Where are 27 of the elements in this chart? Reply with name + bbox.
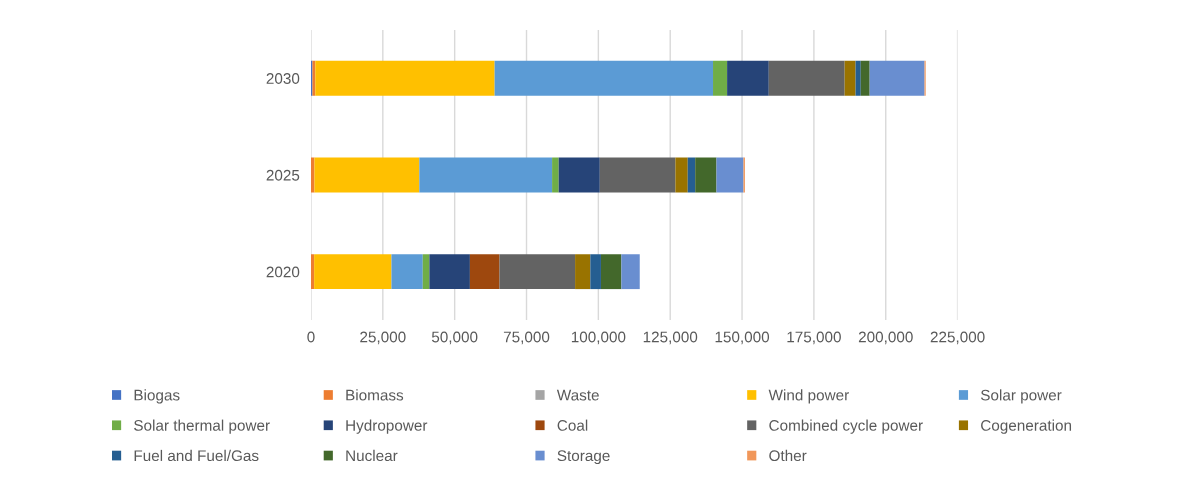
x-tick-label: 150,000 [715,331,770,345]
y-tick-label: 2030 [266,73,300,84]
x-tick-label: 125,000 [643,331,698,345]
x-tick-label: 225,000 [930,331,985,345]
x-tick-label: 200,000 [858,331,913,345]
y-tick-label: 2020 [266,266,300,278]
legend-label: Fuel and Fuel/Gas [134,449,259,462]
x-tick-label: 0 [307,331,315,343]
legend-label: Wind power [768,389,849,404]
x-tick-label: 75,000 [503,331,550,345]
legend-label: Nuclear [346,449,398,462]
legend-label: Other [769,449,807,462]
legend-label: Hydropower [346,419,428,434]
legend-label: Biogas [134,389,180,404]
y-tick-label: 2025 [266,169,300,181]
legend-label: Solar thermal power [134,419,270,434]
legend-label: Solar power [980,389,1062,404]
x-tick-label: 50,000 [431,331,478,345]
x-tick-label: 25,000 [360,331,406,345]
legend-label: Biomass [346,389,404,401]
legend-label: Storage [557,450,610,465]
legend-label: Coal [557,419,588,431]
legend-label: Cogeneration [981,419,1072,434]
legend-label: Waste [556,389,599,401]
legend-label: Combined cycle power [769,419,923,434]
x-tick-label: 175,000 [787,331,841,345]
x-tick-label: 100,000 [571,331,626,345]
